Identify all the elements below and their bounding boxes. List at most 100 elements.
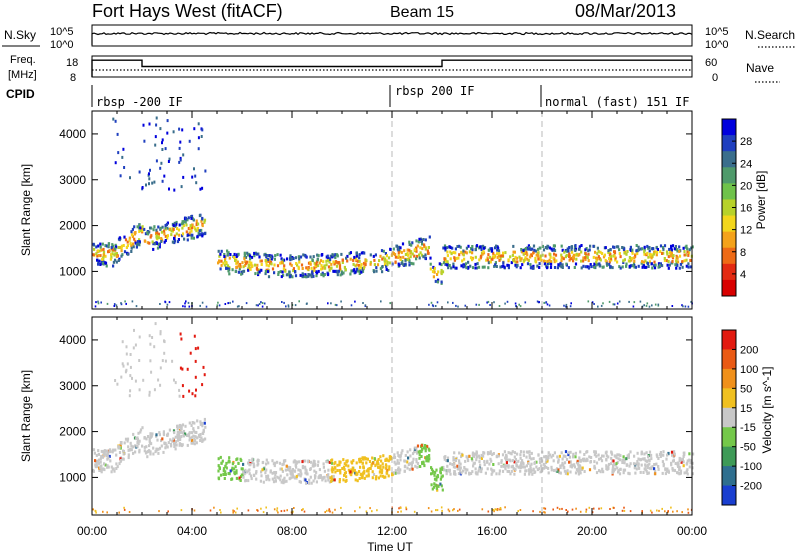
scatter-cell [452, 458, 455, 462]
scatter-cell [327, 265, 331, 269]
scatter-cell [678, 245, 681, 249]
scatter-cell [231, 268, 234, 272]
scatter-cell [176, 240, 180, 244]
scatter-cell [468, 454, 471, 458]
scatter-cell [173, 431, 176, 435]
scatter-cell [386, 263, 389, 267]
scatter-cell [386, 468, 389, 472]
scatter-cell [501, 254, 504, 257]
scatter-cell [512, 467, 515, 470]
scatter-cell [310, 481, 313, 485]
scatter-cell [507, 464, 510, 468]
scatter-cell [346, 254, 349, 258]
scatter-cell [422, 255, 425, 259]
scatter-cell [320, 267, 323, 271]
scatter-cell [309, 468, 312, 471]
scatter-cell [344, 268, 347, 272]
scatter-cell [289, 258, 292, 262]
scatter-cell [342, 478, 345, 482]
scatter-cell [276, 507, 279, 510]
scatter-cell [401, 260, 404, 263]
scatter-cell [632, 264, 635, 268]
scatter-cell [236, 260, 239, 264]
scatter-cell [324, 511, 326, 514]
scatter-cell [562, 454, 565, 458]
scatter-cell [468, 471, 471, 475]
scatter-cell [198, 229, 201, 233]
scatter-cell [216, 304, 219, 307]
scatter-cell [343, 462, 346, 466]
scatter-cell [571, 250, 574, 254]
scatter-cell [258, 268, 261, 272]
scatter-cell [334, 466, 337, 470]
scatter-cell [345, 463, 348, 467]
scatter-cell [189, 351, 192, 355]
scatter-cell [181, 384, 184, 388]
scatter-cell [301, 272, 304, 276]
scatter-cell [315, 274, 318, 278]
scatter-cell [490, 257, 493, 261]
scatter-cell [328, 260, 331, 264]
scatter-cell [411, 241, 414, 245]
scatter-cell [456, 464, 459, 468]
scatter-cell [672, 455, 675, 459]
scatter-cell [292, 257, 295, 260]
scatter-cell [232, 467, 236, 471]
scatter-cell [408, 259, 411, 263]
scatter-cell [606, 467, 609, 471]
scatter-cell [515, 461, 518, 465]
scatter-cell [643, 457, 646, 461]
colorbar-tick-label: 4 [740, 269, 746, 281]
scatter-cell [475, 455, 478, 459]
scatter-cell [569, 464, 572, 468]
scatter-cell [103, 449, 106, 453]
scatter-cell [428, 448, 431, 452]
scatter-cell [679, 262, 682, 266]
scatter-cell [553, 451, 556, 455]
scatter-cell [609, 508, 611, 510]
scatter-cell [235, 255, 238, 258]
scatter-cell [190, 441, 193, 445]
scatter-cell [672, 254, 675, 257]
scatter-cell [437, 270, 440, 274]
scatter-cell [187, 301, 190, 304]
scatter-cell [267, 257, 270, 261]
scatter-cell [447, 508, 450, 511]
scatter-cell [281, 469, 284, 473]
time-tick-label: 12:00 [377, 524, 407, 538]
scatter-cell [330, 475, 334, 479]
scatter-cell [162, 432, 165, 436]
scatter-cell [114, 161, 117, 165]
scatter-cell [148, 390, 151, 394]
scatter-cell [436, 484, 439, 488]
scatter-cell [111, 450, 114, 454]
scatter-cell [117, 151, 120, 155]
scatter-cell [288, 270, 291, 274]
scatter-cell [557, 460, 560, 464]
scatter-cell [102, 467, 105, 471]
scatter-cell [670, 461, 673, 465]
scatter-cell [290, 263, 293, 267]
scatter-cell [287, 305, 290, 308]
scatter-cell [92, 508, 94, 511]
scatter-cell [641, 260, 644, 264]
scatter-cell [399, 454, 402, 458]
scatter-cell [148, 437, 151, 441]
scatter-cell [257, 252, 260, 256]
scatter-cell [159, 366, 162, 370]
scatter-cell [193, 225, 196, 229]
scatter-cell [423, 245, 426, 248]
scatter-cell [506, 300, 509, 303]
scatter-cell [609, 265, 612, 269]
scatter-cell [583, 457, 586, 461]
scatter-cell [164, 226, 167, 230]
scatter-cell [495, 508, 498, 511]
scatter-cell [599, 264, 602, 268]
scatter-cell [642, 264, 645, 268]
scatter-cell [395, 244, 398, 248]
scatter-cell [469, 264, 472, 268]
scatter-cell [370, 462, 373, 466]
scatter-cell [650, 457, 653, 461]
scatter-cell [605, 458, 608, 462]
scatter-cell [420, 455, 423, 458]
